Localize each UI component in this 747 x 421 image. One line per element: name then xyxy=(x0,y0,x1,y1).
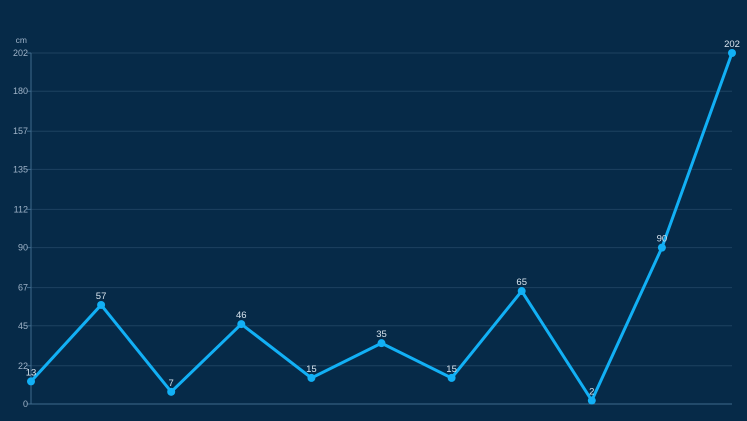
data-label: 65 xyxy=(516,277,527,288)
y-axis-unit-label: cm xyxy=(16,35,27,45)
data-label: 15 xyxy=(446,364,457,375)
y-tick-label: 180 xyxy=(13,86,28,96)
data-point[interactable] xyxy=(97,300,106,309)
data-point[interactable] xyxy=(657,243,666,252)
y-tick-label: 67 xyxy=(18,283,28,293)
data-point[interactable] xyxy=(517,287,526,296)
data-point[interactable] xyxy=(237,320,246,329)
data-label: 57 xyxy=(96,291,107,302)
y-tick-label: 202 xyxy=(13,48,28,58)
data-label: 13 xyxy=(26,367,37,378)
data-label: 46 xyxy=(236,310,247,321)
data-label: 7 xyxy=(169,378,174,389)
y-tick-label: 157 xyxy=(13,126,28,136)
series xyxy=(27,49,736,405)
data-point[interactable] xyxy=(167,387,176,396)
data-point[interactable] xyxy=(728,49,736,57)
data-label: 2 xyxy=(589,387,594,398)
y-tick-label: 0 xyxy=(23,399,28,409)
data-point[interactable] xyxy=(447,373,456,382)
data-point[interactable] xyxy=(377,339,386,348)
data-label: 90 xyxy=(657,234,668,245)
series-line xyxy=(29,51,734,404)
data-labels: 13 57 7 46 15 35 15 65 2 90 202 xyxy=(26,39,740,398)
y-tick-label: 22 xyxy=(18,361,28,371)
data-label: 35 xyxy=(376,329,387,340)
y-tick-label: 135 xyxy=(13,164,28,174)
data-label: 15 xyxy=(306,364,317,375)
grid-lines xyxy=(31,52,732,405)
data-point[interactable] xyxy=(307,373,316,382)
data-point[interactable] xyxy=(587,396,596,405)
y-tick-label: 112 xyxy=(14,204,28,214)
data-point[interactable] xyxy=(27,377,35,386)
y-tick-label: 90 xyxy=(18,243,28,253)
data-label: 202 xyxy=(724,39,740,50)
y-tick-label: 45 xyxy=(18,321,28,331)
